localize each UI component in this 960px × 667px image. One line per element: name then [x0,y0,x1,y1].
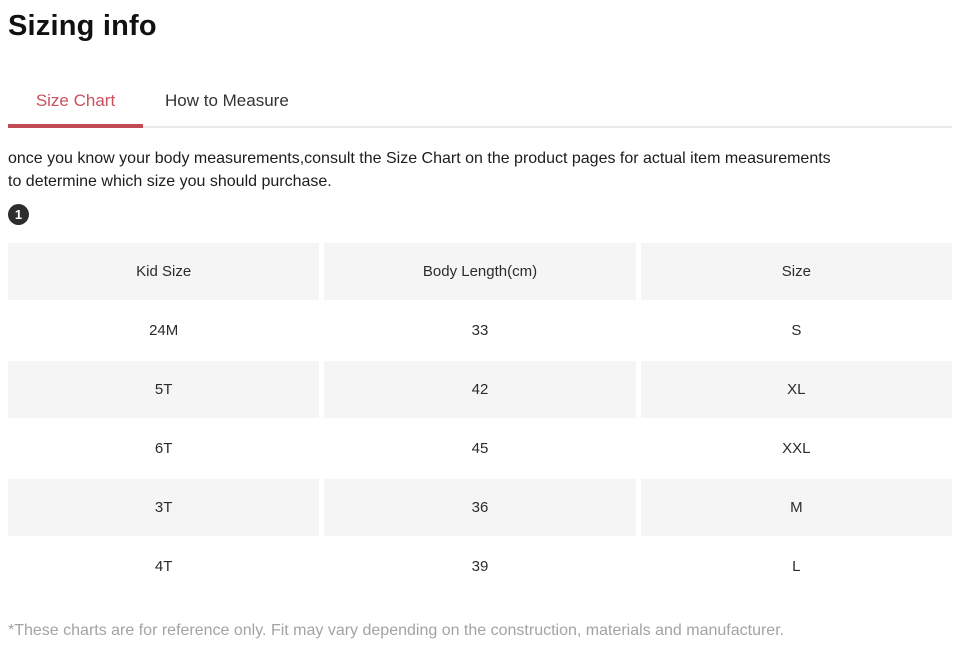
table-cell-body-length: 33 [324,302,636,359]
table-cell-body-length: 42 [324,361,636,418]
table-cell-body-length: 39 [324,538,636,595]
sizing-info-page: Sizing info Size Chart How to Measure on… [0,10,960,640]
tab-bar: Size Chart How to Measure [8,83,952,128]
reference-disclaimer: *These charts are for reference only. Fi… [8,622,785,639]
table-cell-size: M [640,479,952,536]
size-chart-table: Kid Size Body Length(cm) Size 24M 33 S 5… [8,243,952,595]
table-cell-kid-size: 24M [8,302,320,359]
intro-line-2: to determine which size you should purch… [8,173,332,190]
table-cell-size: XXL [640,420,952,477]
column-header-body-length: Body Length(cm) [324,243,636,300]
table-cell-body-length: 45 [324,420,636,477]
table-cell-size: XL [640,361,952,418]
table-cell-kid-size: 6T [8,420,320,477]
tab-size-chart[interactable]: Size Chart [8,83,143,128]
table-cell-size: L [640,538,952,595]
table-cell-size: S [640,302,952,359]
column-header-kid-size: Kid Size [8,243,320,300]
step-1-badge: 1 [8,204,29,225]
column-header-size: Size [640,243,952,300]
tab-how-to-measure[interactable]: How to Measure [165,91,289,110]
intro-line-1: once you know your body measurements,con… [8,150,831,167]
page-title: Sizing info [8,10,157,42]
intro-text: once you know your body measurements,con… [8,147,952,193]
table-cell-kid-size: 3T [8,479,320,536]
table-cell-kid-size: 4T [8,538,320,595]
table-cell-body-length: 36 [324,479,636,536]
table-cell-kid-size: 5T [8,361,320,418]
